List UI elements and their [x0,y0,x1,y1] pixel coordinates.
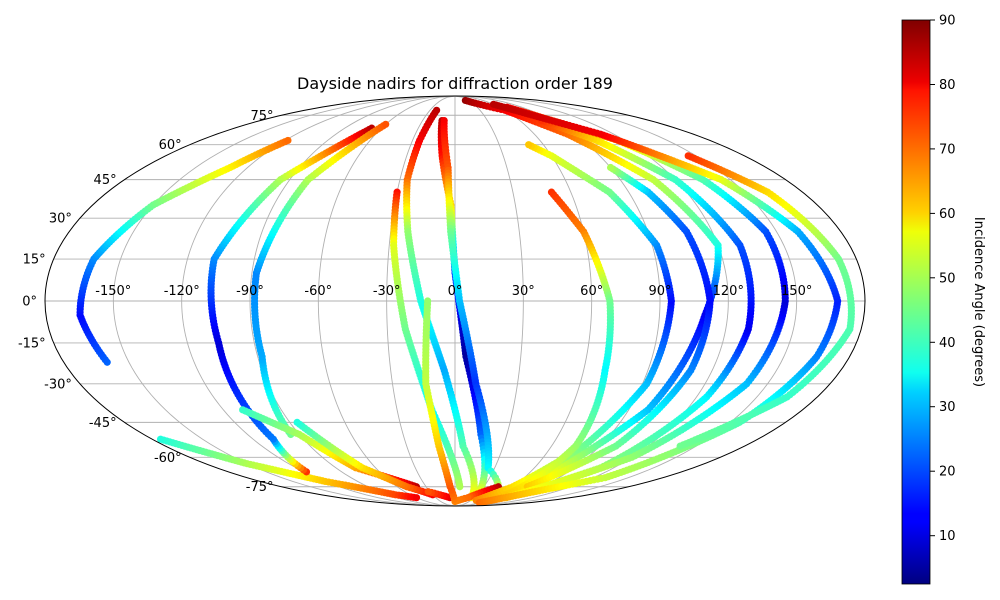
chart-title: Dayside nadirs for diffraction order 189 [297,74,613,93]
data-point [239,406,247,414]
latitude-tick-label: 0° [22,295,37,310]
longitude-tick-label: 120° [713,284,744,299]
longitude-tick-labels: -150° -120° -90° -60° -30° 0° 30° 60° 90° 120° 150… [95,284,812,299]
colorbar-tick-label: 80 [939,78,956,93]
longitude-tick-label: 150° [781,284,812,299]
latitude-tick-label: -45° [89,416,117,431]
latitude-tick-label: -15° [18,337,46,352]
data-point [424,297,432,305]
data-point [284,136,292,145]
latitude-tick-label: 75° [250,109,273,124]
colorbar-label: Incidence Angle (degrees) [971,217,986,387]
longitude-tick-label: -150° [95,284,131,299]
latitude-tick-label: 45° [94,173,117,188]
colorbar-tick-label: 90 [939,14,956,29]
colorbar-tick-label: 10 [939,529,956,544]
longitude-tick-label: -60° [304,284,332,299]
data-point [412,494,421,502]
latitude-tick-labels: -75° -60° -45° -30° -15° 0° 15° 30° 45° 60° 75° [18,109,274,495]
longitude-tick-label: -30° [373,284,401,299]
latitude-tick-label: 60° [159,138,182,153]
colorbar-tick-label: 50 [939,271,956,286]
data-point [525,141,533,149]
longitude-tick-label: 0° [448,284,463,299]
data-point [606,163,615,172]
latitude-tick-label: -30° [44,377,72,392]
latitude-tick-label: 30° [49,212,72,227]
longitude-tick-label: -90° [236,284,264,299]
latitude-tick-label: -60° [154,451,182,466]
data-point [489,100,498,108]
colorbar-gradient [901,19,931,585]
map-boundary [44,95,866,507]
latitude-tick-label: 15° [23,253,46,268]
longitude-tick-label: 90° [648,284,671,299]
colorbar-tick-label: 30 [939,400,956,415]
longitude-tick-label: 30° [512,284,535,299]
latitude-tick-label: -75° [246,480,274,495]
colorbar-tick-label: 70 [939,142,956,157]
data-point [293,418,301,426]
data-point [382,120,390,128]
longitude-tick-label: -120° [164,284,200,299]
colorbar-tick-labels: 10 20 30 40 50 60 70 80 90 [930,14,956,544]
longitude-tick-label: 60° [580,284,603,299]
data-point [684,152,692,160]
colorbar-tick-label: 60 [939,207,956,222]
data-point [424,488,432,496]
data-points [76,96,855,506]
colorbar: 10 20 30 40 50 60 70 80 90 Incidence Angle (degr… [901,14,986,585]
data-point [456,483,464,491]
colorbar-tick-label: 40 [939,336,956,351]
colorbar-tick-label: 20 [939,465,956,480]
